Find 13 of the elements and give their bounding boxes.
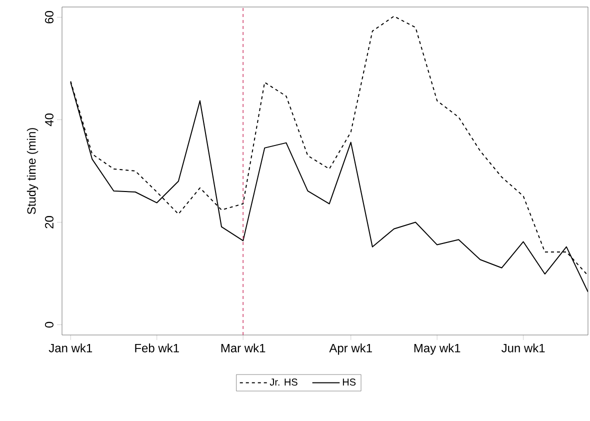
- y-tick-label: 20: [44, 216, 54, 228]
- x-tick-label: May wk1: [414, 344, 460, 355]
- legend-label: Jr. HS: [270, 378, 298, 386]
- x-tick-label: Feb wk1: [135, 344, 179, 352]
- y-tick-label: 0: [44, 322, 54, 328]
- x-tick-label: Mar wk1: [221, 344, 266, 352]
- x-tick-label: Jan wk1: [48, 344, 92, 352]
- y-tick-label: 60: [44, 11, 54, 24]
- y-axis-title: Study time (min): [26, 128, 38, 214]
- x-tick-label: Jun wk1: [502, 344, 545, 352]
- legend-label: HS: [342, 378, 356, 386]
- x-tick-label: Apr wk1: [329, 344, 372, 355]
- y-tick-label: 40: [44, 114, 54, 126]
